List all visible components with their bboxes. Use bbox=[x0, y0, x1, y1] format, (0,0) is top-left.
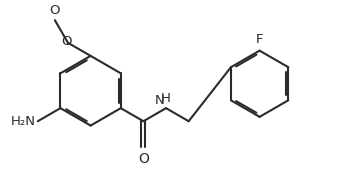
Text: N: N bbox=[155, 94, 165, 107]
Text: F: F bbox=[256, 33, 263, 46]
Text: O: O bbox=[62, 35, 72, 48]
Text: H: H bbox=[161, 92, 171, 105]
Text: H₂N: H₂N bbox=[11, 115, 36, 128]
Text: O: O bbox=[50, 4, 60, 17]
Text: O: O bbox=[138, 152, 149, 166]
